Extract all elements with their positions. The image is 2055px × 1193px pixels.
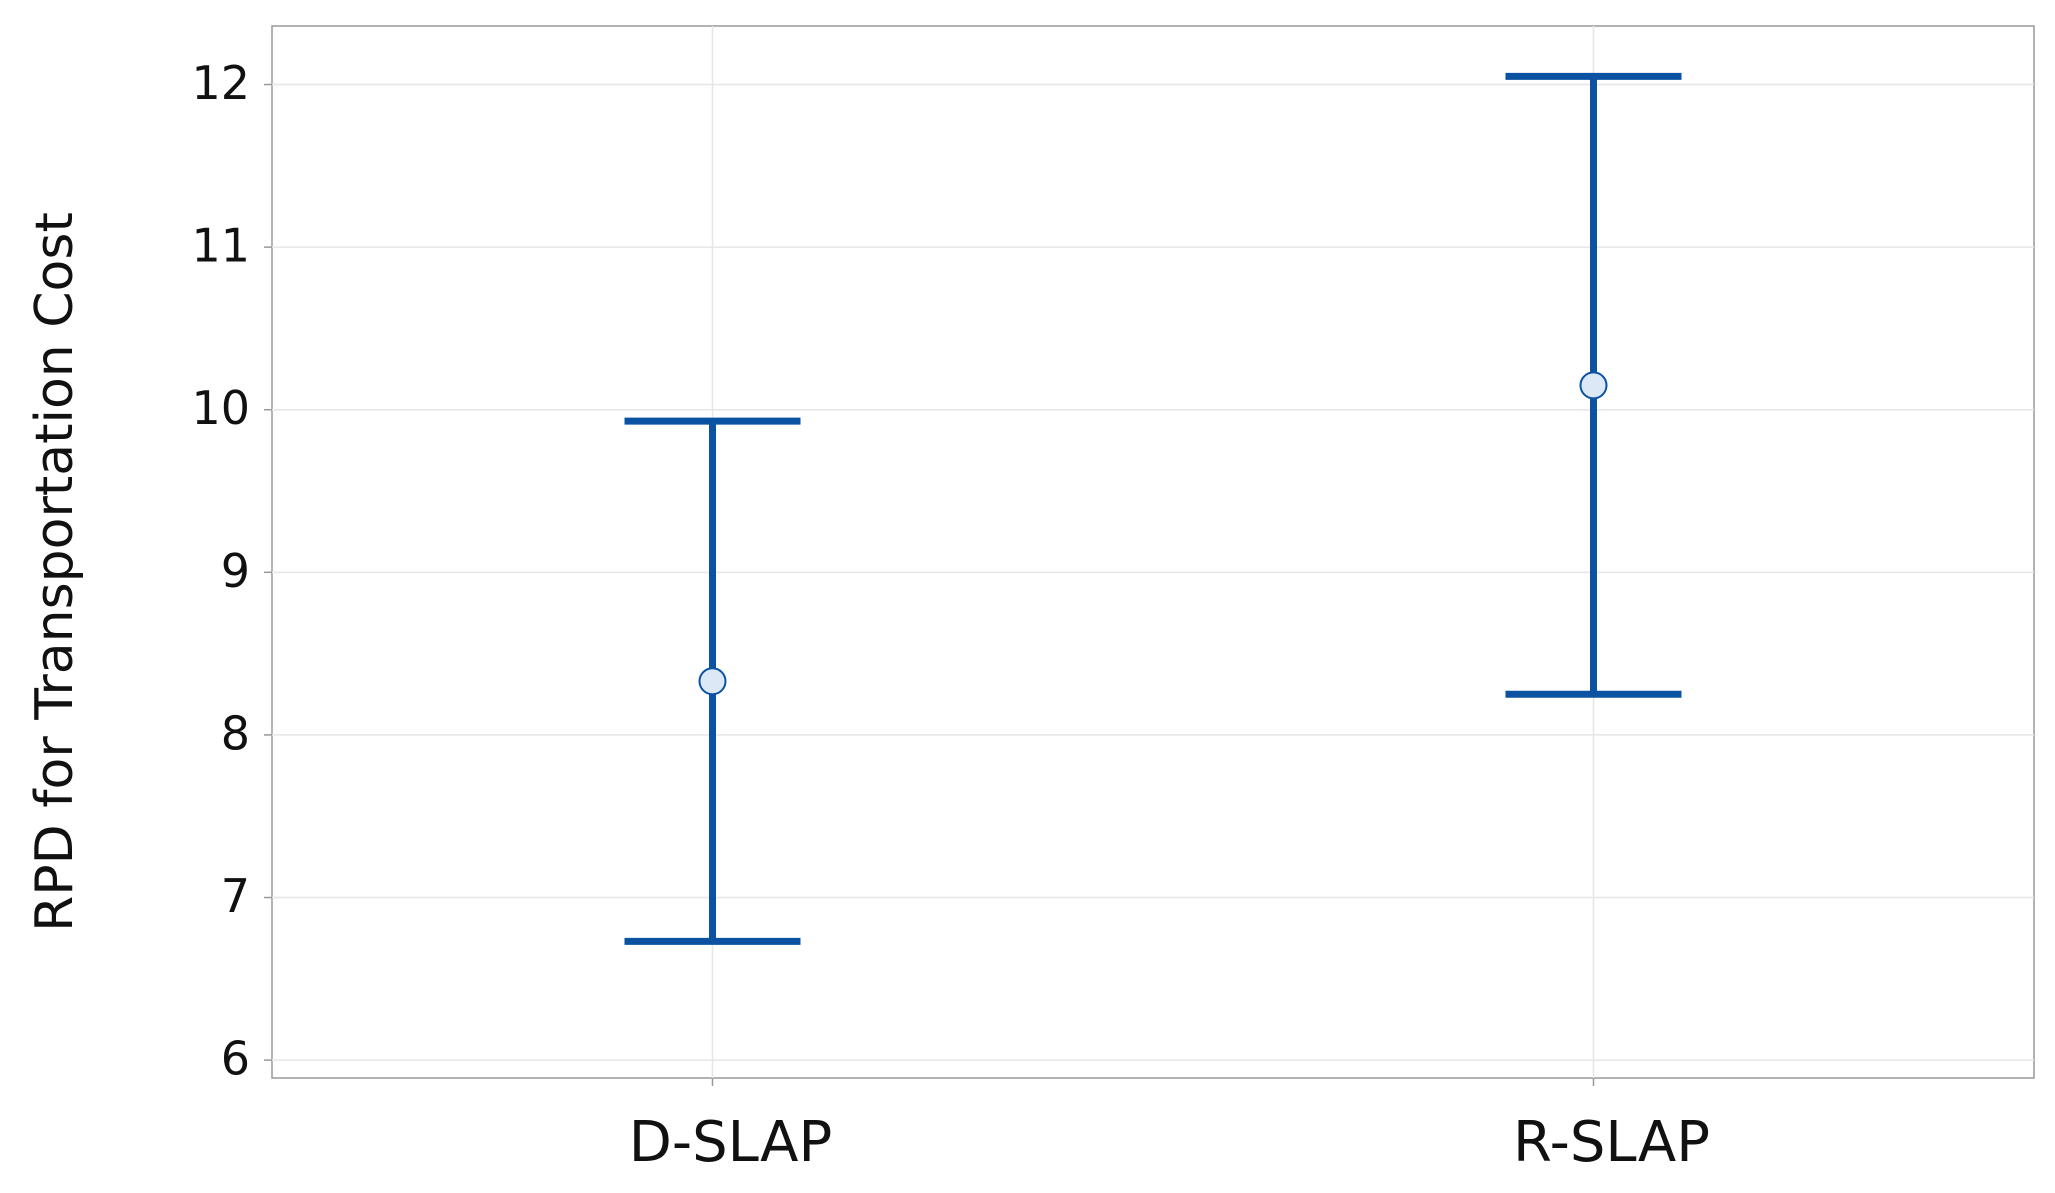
y-axis-label: RPD for Transportation Cost (25, 212, 85, 932)
y-tick-label: 7 (221, 869, 250, 923)
y-tick-label: 11 (191, 219, 250, 273)
y-tick-label: 8 (221, 706, 250, 760)
x-tick-label: R-SLAP (1513, 1110, 1710, 1175)
mean-marker (698, 667, 727, 696)
y-tick-label: 6 (221, 1032, 250, 1086)
y-tick-label: 12 (191, 56, 250, 110)
y-tick-label: 9 (221, 544, 250, 598)
plot-area (271, 25, 2035, 1079)
mean-marker (1579, 371, 1608, 400)
x-tick-label: D-SLAP (629, 1110, 832, 1175)
y-tick-label: 10 (191, 381, 250, 435)
